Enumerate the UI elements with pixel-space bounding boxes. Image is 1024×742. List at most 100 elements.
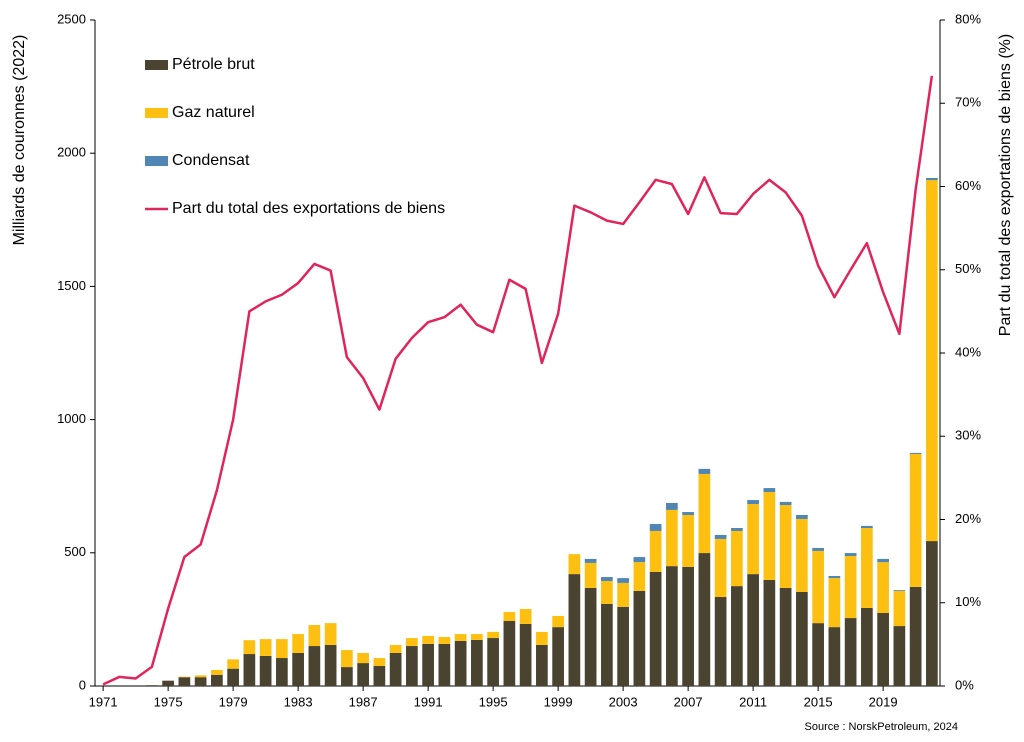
bar-segment	[471, 634, 483, 640]
bar-segment	[178, 676, 191, 678]
bar-segment	[796, 591, 808, 686]
bar-segment	[747, 574, 759, 686]
bar-segment	[682, 514, 694, 567]
bar-segment	[747, 504, 759, 575]
bar-segment	[568, 574, 581, 686]
bar-segment	[438, 643, 451, 686]
x-tick-label: 2003	[609, 694, 638, 709]
bar-segment	[227, 668, 239, 686]
bar-segment	[308, 624, 321, 647]
legend-swatch	[145, 60, 168, 70]
legend-label: Gaz naturel	[172, 104, 255, 121]
y-tick-label: 1500	[57, 278, 86, 293]
bar-segment	[666, 566, 678, 686]
bar-segment	[633, 562, 646, 591]
bar-segment	[601, 581, 613, 604]
bar-segment	[536, 644, 548, 686]
bar-segment	[698, 553, 711, 686]
bar-segment	[422, 643, 434, 686]
bar-segment	[779, 505, 792, 588]
bar-segment	[617, 606, 629, 686]
bar-segment	[503, 611, 516, 621]
bar-segment	[909, 453, 922, 587]
bar-segment	[227, 659, 239, 669]
bar-segment	[893, 626, 906, 686]
y2-tick-label: 80%	[955, 11, 981, 26]
bar-segment	[454, 640, 467, 686]
bar-segment	[893, 590, 906, 591]
y2-axis-title: Part du total des exportations de biens …	[997, 34, 1014, 336]
bar-segment	[909, 586, 922, 686]
bar-segment	[844, 555, 857, 619]
x-tick-label: 1995	[479, 694, 508, 709]
bar-segment	[714, 597, 727, 686]
bar-segment	[877, 558, 889, 563]
bar-segment	[633, 590, 646, 686]
line	[102, 75, 934, 686]
bar-segment	[763, 488, 776, 493]
y-tick-label: 1000	[57, 411, 86, 426]
x-tick-label: 2007	[674, 694, 703, 709]
y-tick-label: 0	[79, 677, 86, 692]
bar-segment	[243, 654, 256, 686]
bar-segment	[438, 636, 451, 644]
x-tick-label: 1999	[544, 694, 573, 709]
bar-segment	[568, 554, 581, 575]
bar-segment	[714, 538, 727, 598]
bar-segment	[211, 670, 223, 675]
y2-tick-label: 0%	[955, 677, 974, 692]
bar-segment	[666, 502, 678, 510]
bar-segment	[292, 652, 304, 686]
x-tick-label: 1971	[89, 694, 118, 709]
bar-segment	[357, 652, 369, 664]
bar-segment	[487, 638, 499, 686]
bar-segment	[194, 675, 207, 678]
bar-segment	[422, 635, 434, 644]
bar-segment	[861, 525, 873, 529]
y2-tick-label: 30%	[955, 428, 981, 443]
x-tick-label: 1979	[219, 694, 248, 709]
y-tick-label: 2000	[57, 145, 86, 160]
bar-segment	[471, 639, 483, 686]
bar-segment	[861, 528, 873, 608]
bar-segment	[877, 562, 889, 614]
bar-segment	[389, 652, 402, 686]
bar-segment	[519, 623, 532, 686]
bar-segment	[796, 514, 808, 519]
x-tick-label: 2019	[869, 694, 898, 709]
bar-segment	[731, 586, 743, 686]
bar-segment	[698, 468, 711, 474]
bar-segment	[454, 634, 467, 641]
bar-segment	[731, 528, 743, 531]
bar-segment	[698, 473, 711, 554]
bar-segment	[649, 524, 662, 531]
x-tick-label: 1991	[414, 694, 443, 709]
bar-segment	[828, 627, 841, 686]
bar-segment	[584, 558, 597, 563]
x-tick-label: 1975	[154, 694, 183, 709]
bar-segment	[926, 541, 938, 686]
bar-segment	[812, 623, 824, 686]
bar-segment	[601, 603, 613, 686]
bar-segment	[503, 620, 516, 686]
y2-tick-label: 60%	[955, 178, 981, 193]
bar-segment	[389, 644, 402, 653]
bar-segment	[178, 677, 191, 686]
bar-segment	[731, 530, 743, 587]
y2-tick-label: 40%	[955, 344, 981, 359]
bar-segment	[861, 607, 873, 686]
y-tick-label: 500	[64, 544, 86, 559]
bar-segment	[243, 640, 256, 655]
bar-segment	[406, 646, 418, 686]
bar-segment	[633, 557, 646, 563]
y2-tick-label: 70%	[955, 95, 981, 110]
bar-segment	[601, 577, 613, 582]
bar-segment	[617, 582, 629, 607]
bar-segment	[341, 667, 353, 686]
bar-segment	[877, 613, 889, 686]
bar-segment	[552, 615, 564, 628]
bar-segment	[324, 623, 337, 645]
bar-segment	[308, 646, 321, 686]
bar-segment	[926, 177, 938, 181]
bar-segment	[828, 575, 841, 579]
